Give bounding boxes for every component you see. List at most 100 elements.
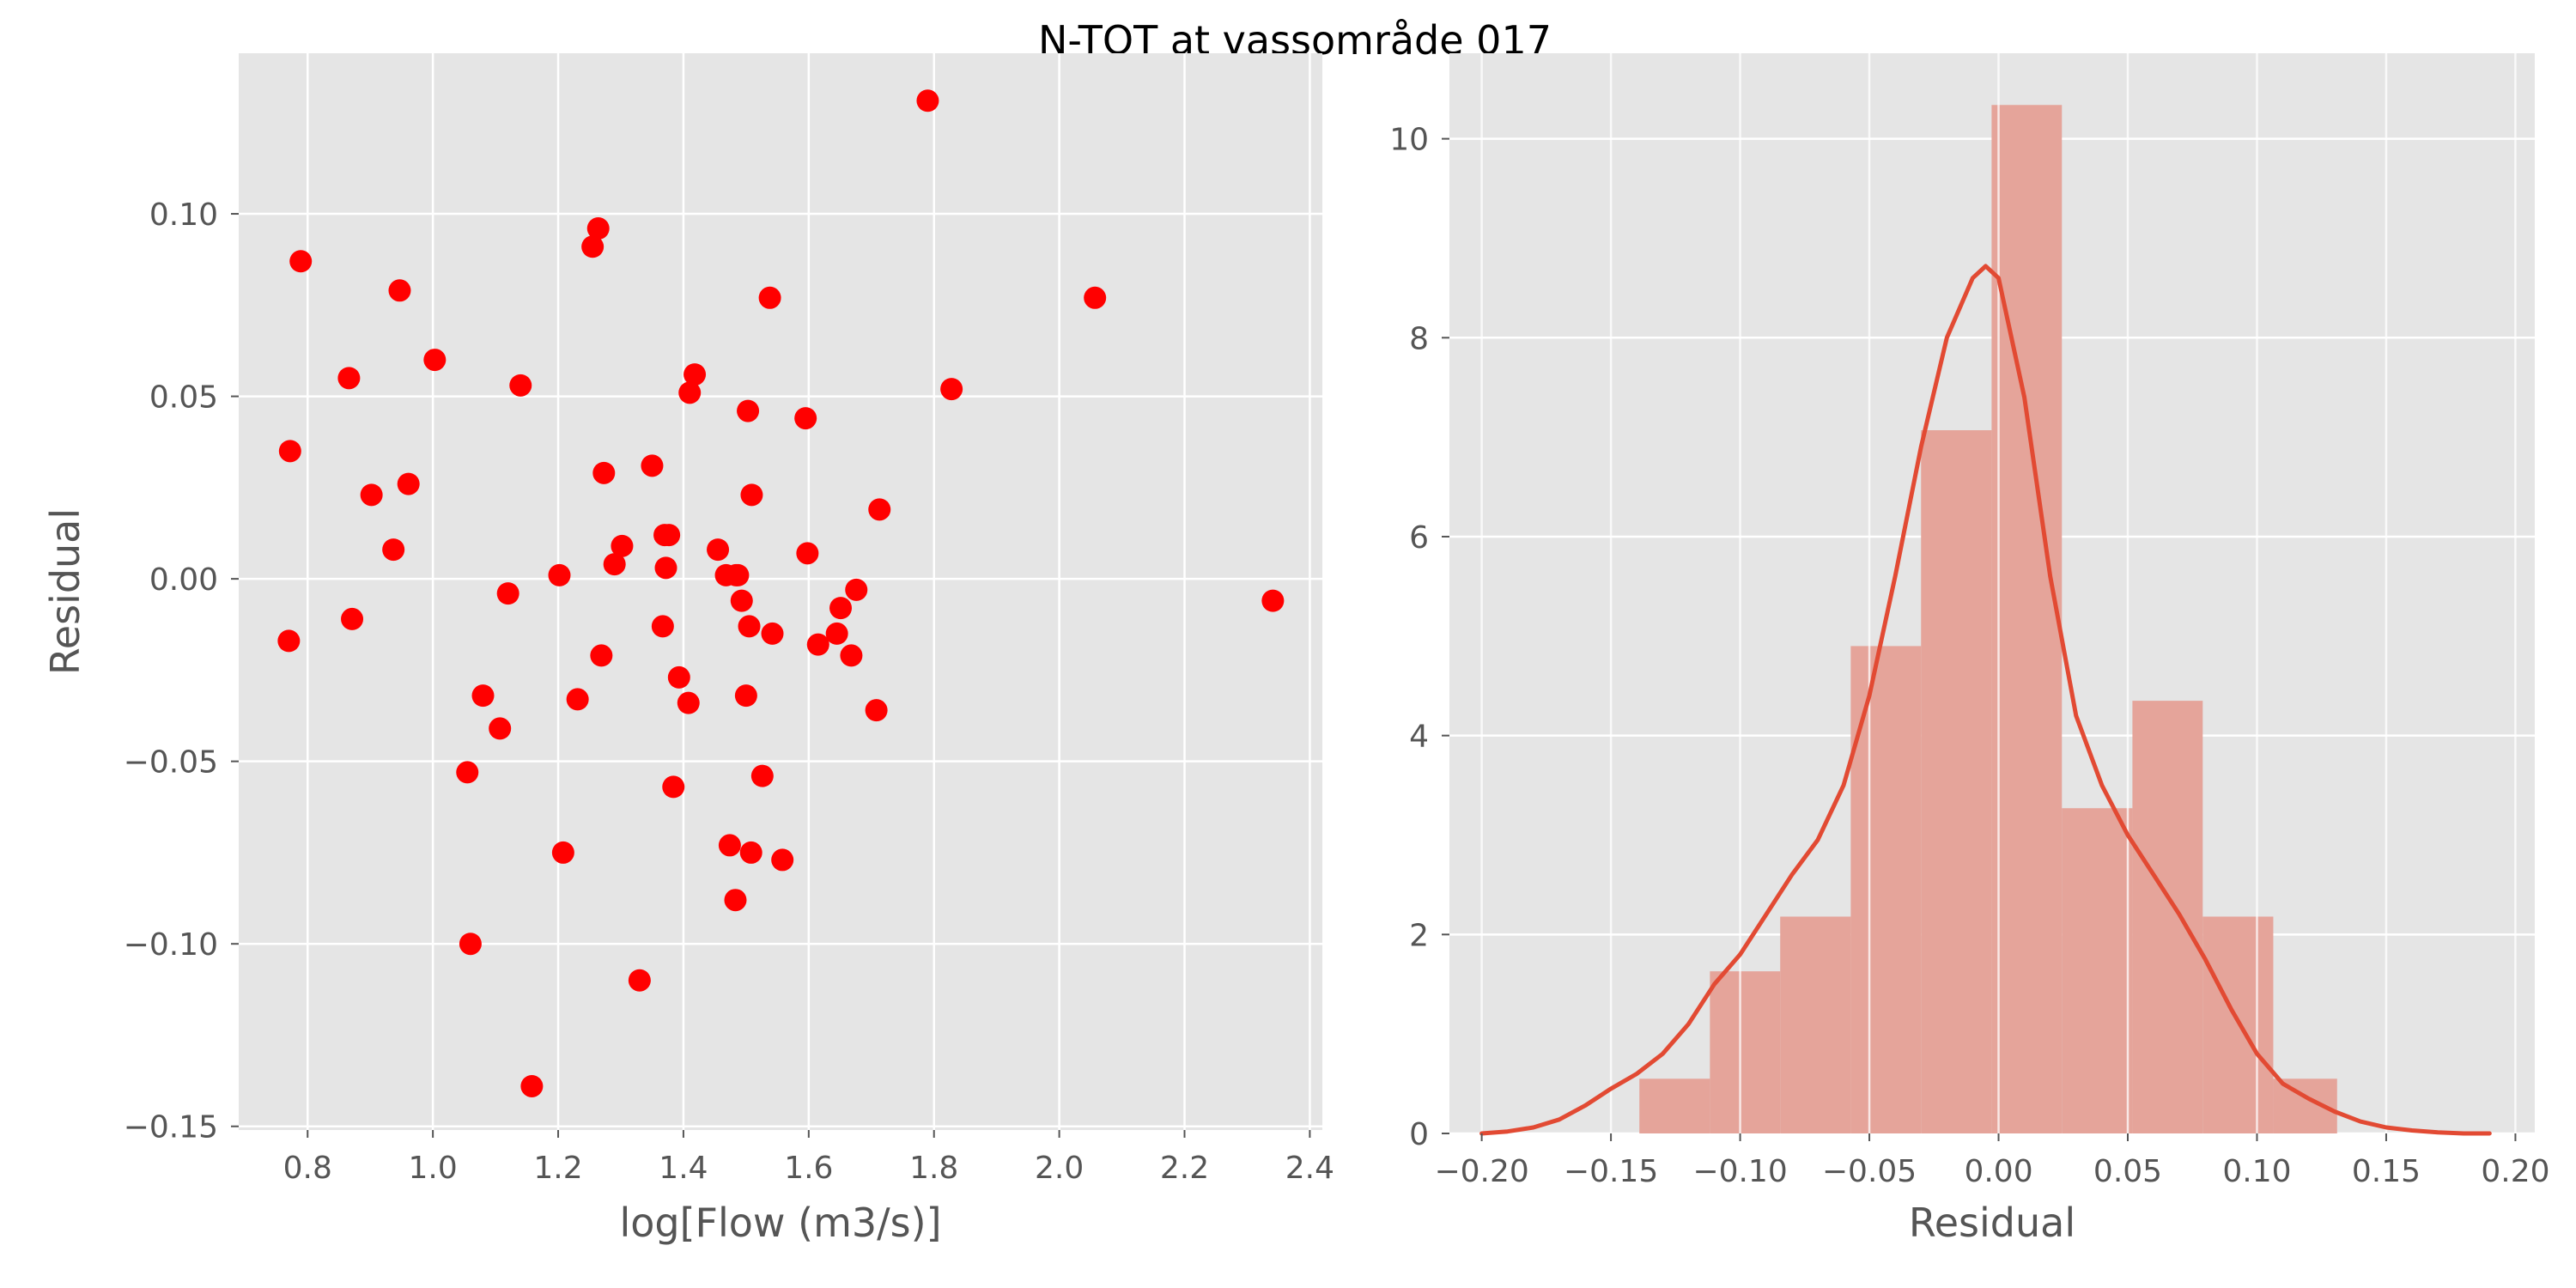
scatter-point	[658, 524, 681, 547]
scatter-point	[341, 607, 364, 630]
scatter-x-axis: 0.8 1.0 1.2 1.4 1.6 1.8 2.0 2.2 2.4	[283, 1130, 1334, 1186]
scatter-point	[940, 378, 963, 401]
scatter-point	[388, 279, 411, 302]
scatter-point	[360, 483, 383, 507]
scatter-x-tick-label: 1.2	[533, 1151, 582, 1186]
scatter-point	[662, 775, 685, 799]
scatter-point	[667, 665, 690, 689]
scatter-point	[737, 399, 760, 422]
histogram-x-tick-label: −0.10	[1692, 1154, 1787, 1189]
scatter-point	[840, 644, 863, 667]
scatter-point	[459, 933, 482, 956]
histogram-y-tick-label: 0	[1409, 1117, 1429, 1152]
scatter-point	[771, 848, 794, 872]
scatter-point	[423, 349, 447, 372]
scatter-point	[1261, 589, 1285, 612]
scatter-point	[603, 553, 626, 576]
scatter-point	[825, 622, 848, 645]
scatter-point	[796, 542, 819, 565]
scatter-grid	[239, 53, 1322, 1130]
scatter-point	[489, 717, 512, 740]
scatter-x-tick-label: 2.4	[1285, 1151, 1334, 1186]
scatter-point	[758, 286, 781, 309]
histogram-bar	[1991, 105, 2063, 1134]
histogram-y-tick-label: 2	[1409, 918, 1429, 953]
scatter-y-tick-label: 0.05	[149, 380, 218, 416]
scatter-point	[726, 563, 750, 586]
scatter-y-tick-label: −0.10	[124, 927, 218, 963]
scatter-point	[586, 217, 610, 240]
scatter-point	[677, 691, 700, 714]
scatter-x-tick-label: 1.0	[409, 1151, 458, 1186]
histogram-bars	[1639, 105, 2337, 1134]
histogram-vertical-grid	[1480, 53, 2517, 1133]
histogram-bar	[1639, 1078, 1710, 1133]
scatter-y-axis-label: Residual	[42, 508, 88, 675]
scatter-x-tick-label: 0.8	[283, 1151, 332, 1186]
scatter-y-tick-label: −0.15	[124, 1110, 218, 1145]
scatter-x-tick-label: 1.6	[784, 1151, 833, 1186]
histogram-bar	[2062, 808, 2133, 1133]
scatter-y-axis: −0.15 −0.10 −0.05 0.00 0.05 0.10	[124, 197, 239, 1145]
scatter-points	[277, 89, 1285, 1097]
histogram-bar	[1780, 916, 1851, 1133]
scatter-point	[471, 684, 495, 708]
histogram-x-tick-label: −0.15	[1564, 1154, 1658, 1189]
scatter-x-tick-label: 2.2	[1160, 1151, 1209, 1186]
scatter-x-axis-label: log[Flow (m3/s)]	[619, 1200, 941, 1246]
scatter-point	[730, 589, 753, 612]
scatter-point	[1084, 286, 1107, 309]
scatter-point	[651, 615, 674, 638]
scatter-point	[278, 440, 301, 463]
scatter-point	[496, 582, 519, 605]
histogram-bar	[1921, 430, 1992, 1134]
histogram-y-tick-label: 8	[1409, 321, 1429, 356]
scatter-x-tick-label: 1.8	[909, 1151, 958, 1186]
histogram-x-tick-label: −0.05	[1822, 1154, 1917, 1189]
scatter-point	[548, 563, 571, 586]
scatter-x-tick-label: 1.4	[659, 1151, 708, 1186]
histogram-bar	[1710, 971, 1781, 1133]
scatter-y-tick-label: 0.00	[149, 562, 218, 598]
scatter-point	[683, 363, 707, 386]
scatter-point	[806, 633, 829, 656]
scatter-y-tick-label: −0.05	[124, 745, 218, 781]
scatter-point	[739, 841, 762, 864]
scatter-point	[724, 889, 747, 912]
scatter-point	[750, 764, 774, 787]
kde-curve	[1479, 264, 2492, 1136]
scatter-point	[734, 684, 757, 708]
scatter-point	[590, 644, 613, 667]
scatter-y-tick-label: 0.10	[149, 197, 218, 233]
scatter-point	[868, 498, 891, 521]
scatter-plot-area	[239, 53, 1322, 1130]
scatter-point	[628, 969, 651, 992]
histogram-x-tick-label: 0.20	[2481, 1154, 2549, 1189]
scatter-point	[740, 483, 763, 507]
histogram-y-tick-label: 10	[1389, 123, 1429, 158]
scatter-point	[916, 89, 939, 112]
scatter-point	[551, 841, 574, 864]
scatter-point	[738, 615, 761, 638]
histogram-bar	[2132, 701, 2203, 1133]
scatter-point	[337, 367, 361, 390]
scatter-point	[382, 538, 405, 562]
scatter-point	[641, 454, 664, 477]
histogram-x-tick-label: −0.20	[1434, 1154, 1528, 1189]
scatter-point	[456, 761, 479, 784]
scatter-panel: 0.8 1.0 1.2 1.4 1.6 1.8 2.0 2.2 2.4 −0.15−0.10−0…	[42, 53, 1334, 1246]
scatter-point	[520, 1074, 544, 1097]
scatter-point	[707, 538, 730, 562]
histogram-x-tick-label: 0.05	[2093, 1154, 2162, 1189]
scatter-point	[761, 622, 784, 645]
histogram-x-tick-label: 0.00	[1964, 1154, 2032, 1189]
histogram-x-axis: −0.20 −0.15 −0.10 −0.05 0.00 0.05 0.10 0.15 0.20	[1434, 1133, 2550, 1189]
histogram-x-axis-label: Residual	[1909, 1200, 2075, 1246]
scatter-point	[794, 407, 817, 430]
scatter-point	[829, 597, 853, 620]
histogram-x-tick-label: 0.10	[2222, 1154, 2291, 1189]
scatter-point	[654, 556, 677, 580]
histogram-x-tick-label: 0.15	[2352, 1154, 2421, 1189]
histogram-y-tick-label: 4	[1409, 720, 1429, 755]
